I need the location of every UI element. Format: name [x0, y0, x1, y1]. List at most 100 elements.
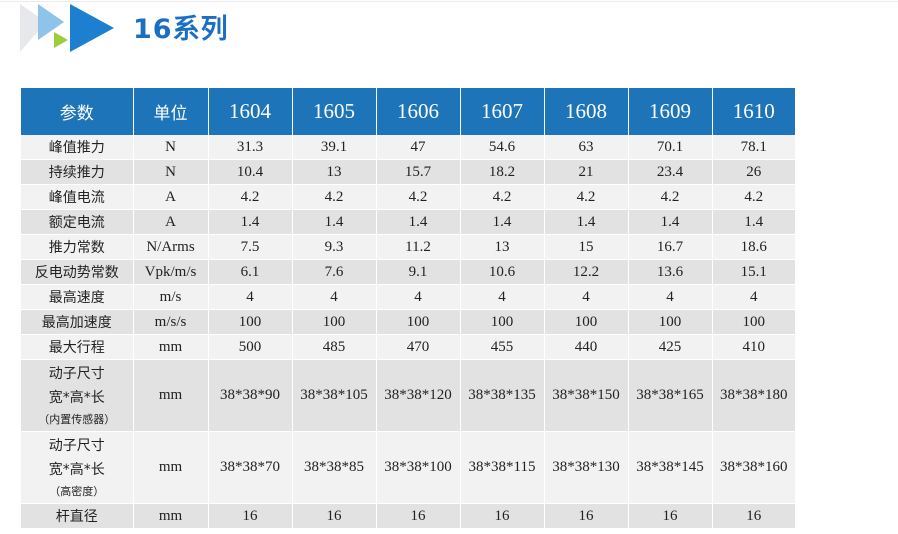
param-name-cell: 推力常数	[21, 234, 134, 260]
value-cell: 38*38*180	[712, 359, 795, 432]
value-cell: 4.2	[544, 184, 629, 210]
table-row: 动子尺寸 宽*高*长 （高密度） mm 38*38*70 38*38*85 38*38*10…	[21, 431, 795, 504]
table-row: 最高加速度 m/s/s 100 100 100 100 100 100 100	[21, 309, 795, 335]
value-cell: 31.3	[208, 135, 293, 160]
unit-cell: mm	[133, 431, 209, 504]
value-cell: 1.4	[376, 209, 461, 235]
param-name-line: 宽*高*长	[48, 389, 105, 406]
value-cell: 500	[208, 334, 293, 360]
column-header: 1607	[460, 88, 545, 135]
unit-cell: m/s/s	[133, 309, 209, 335]
value-cell: 100	[460, 309, 545, 335]
value-cell: 410	[712, 334, 795, 360]
page-title: 16系列	[133, 14, 229, 45]
value-cell: 38*38*150	[544, 359, 629, 432]
table-row: 推力常数 N/Arms 7.5 9.3 11.2 13 15 16.7 18.6	[21, 234, 795, 260]
table-row: 最大行程 mm 500 485 470 455 440 425 410	[21, 334, 795, 360]
value-cell: 16	[712, 503, 795, 529]
value-cell: 4.2	[460, 184, 545, 210]
value-cell: 15.1	[712, 259, 795, 285]
param-name-cell: 最高速度	[21, 284, 134, 310]
param-name-line: 动子尺寸	[48, 365, 105, 382]
value-cell: 78.1	[712, 135, 795, 160]
table-row: 反电动势常数 Vpk/m/s 6.1 7.6 9.1 10.6 12.2 13.6 15.1	[21, 259, 795, 285]
value-cell: 18.6	[712, 234, 795, 260]
column-header: 1608	[544, 88, 629, 135]
table-row: 最高速度 m/s 4 4 4 4 4 4 4	[21, 284, 795, 310]
unit-cell: mm	[133, 503, 209, 529]
value-cell: 13	[292, 159, 377, 185]
param-name-cell: 额定电流	[21, 209, 134, 235]
value-cell: 38*38*85	[292, 431, 377, 504]
value-cell: 38*38*145	[628, 431, 713, 504]
value-cell: 16	[628, 503, 713, 529]
column-header: 1605	[292, 88, 377, 135]
value-cell: 13	[460, 234, 545, 260]
value-cell: 21	[544, 159, 629, 185]
column-header: 1610	[712, 88, 795, 135]
value-cell: 4.2	[628, 184, 713, 210]
param-name-line: 宽*高*长	[48, 461, 105, 478]
value-cell: 47	[376, 135, 461, 160]
table-row: 峰值电流 A 4.2 4.2 4.2 4.2 4.2 4.2 4.2	[21, 184, 795, 210]
table-row: 动子尺寸 宽*高*长 （内置传感器） mm 38*38*90 38*38*105 38*38…	[21, 359, 795, 432]
column-header: 1604	[208, 88, 293, 135]
value-cell: 15	[544, 234, 629, 260]
table-header-row: 参数 单位 1604 1605 1606 1607 1608 1609 1610	[21, 88, 795, 135]
unit-cell: m/s	[133, 284, 209, 310]
table-row: 额定电流 A 1.4 1.4 1.4 1.4 1.4 1.4 1.4	[21, 209, 795, 235]
param-name-cell: 最高加速度	[21, 309, 134, 335]
unit-cell: N/Arms	[133, 234, 209, 260]
param-name-cell: 反电动势常数	[21, 259, 134, 285]
table-row: 峰值推力 N 31.3 39.1 47 54.6 63 70.1 78.1	[21, 135, 795, 160]
value-cell: 470	[376, 334, 461, 360]
value-cell: 38*38*100	[376, 431, 461, 504]
value-cell: 38*38*120	[376, 359, 461, 432]
value-cell: 1.4	[712, 209, 795, 235]
value-cell: 4	[376, 284, 461, 310]
column-header: 1606	[376, 88, 461, 135]
value-cell: 10.6	[460, 259, 545, 285]
value-cell: 12.2	[544, 259, 629, 285]
value-cell: 1.4	[460, 209, 545, 235]
param-name-cell: 最大行程	[21, 334, 134, 360]
unit-cell: A	[133, 209, 209, 235]
play-arrows-logo	[20, 4, 114, 52]
value-cell: 38*38*135	[460, 359, 545, 432]
value-cell: 440	[544, 334, 629, 360]
top-divider	[0, 1, 898, 2]
param-name-line: 动子尺寸	[48, 437, 105, 454]
value-cell: 16	[460, 503, 545, 529]
column-header: 参数	[21, 88, 134, 135]
param-name-line: （高密度）	[49, 484, 105, 498]
value-cell: 70.1	[628, 135, 713, 160]
value-cell: 7.6	[292, 259, 377, 285]
value-cell: 9.1	[376, 259, 461, 285]
unit-cell: N	[133, 159, 209, 185]
value-cell: 1.4	[208, 209, 293, 235]
value-cell: 16	[376, 503, 461, 529]
table-body: 峰值推力 N 31.3 39.1 47 54.6 63 70.1 78.1 持续推力 N 10.4 13…	[21, 135, 795, 529]
value-cell: 16	[292, 503, 377, 529]
value-cell: 485	[292, 334, 377, 360]
value-cell: 100	[208, 309, 293, 335]
column-header: 1609	[628, 88, 713, 135]
value-cell: 100	[376, 309, 461, 335]
value-cell: 38*38*130	[544, 431, 629, 504]
table-row: 持续推力 N 10.4 13 15.7 18.2 21 23.4 26	[21, 159, 795, 185]
value-cell: 39.1	[292, 135, 377, 160]
spec-table: 参数 单位 1604 1605 1606 1607 1608 1609 1610 峰值推力 N 31…	[21, 88, 795, 529]
value-cell: 13.6	[628, 259, 713, 285]
param-name-cell: 峰值电流	[21, 184, 134, 210]
param-name-line: （内置传感器）	[38, 412, 116, 426]
value-cell: 16.7	[628, 234, 713, 260]
value-cell: 16	[544, 503, 629, 529]
value-cell: 38*38*160	[712, 431, 795, 504]
value-cell: 9.3	[292, 234, 377, 260]
param-name-cell: 动子尺寸宽*高*长 （内置传感器）	[21, 359, 134, 432]
value-cell: 54.6	[460, 135, 545, 160]
value-cell: 6.1	[208, 259, 293, 285]
param-name-cell: 杆直径	[21, 503, 134, 529]
value-cell: 100	[628, 309, 713, 335]
param-name-cell: 持续推力	[21, 159, 134, 185]
